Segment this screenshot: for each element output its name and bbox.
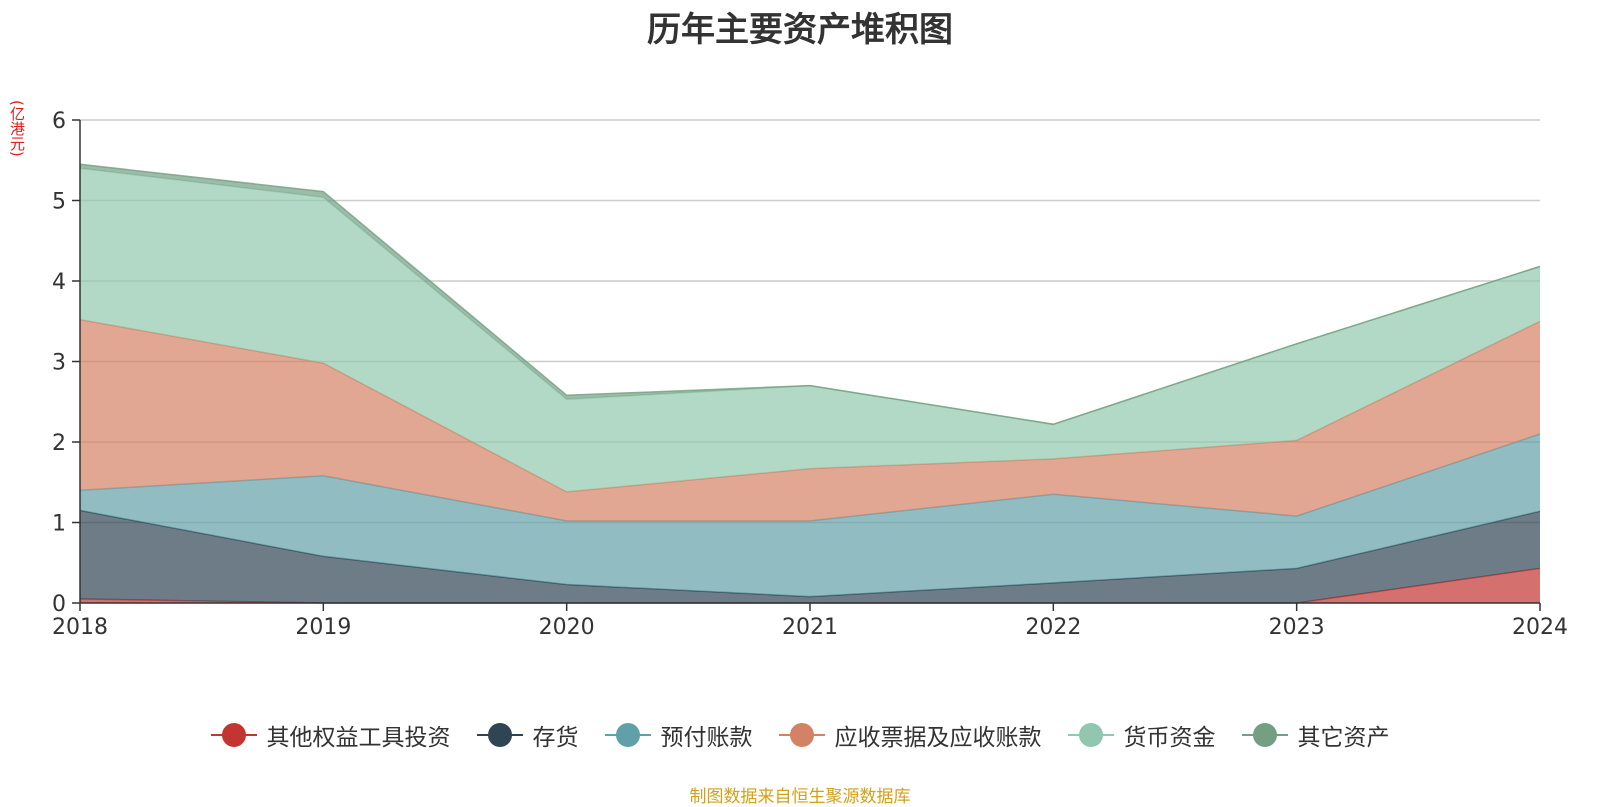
y-tick-label: 4 <box>52 270 66 295</box>
x-tick-label: 2021 <box>782 615 838 640</box>
y-tick-label: 5 <box>52 190 66 215</box>
x-tick-label: 2024 <box>1512 615 1568 640</box>
legend-label: 应收票据及应收账款 <box>834 725 1042 751</box>
legend-marker-dot <box>221 723 246 747</box>
x-tick-label: 2019 <box>295 615 351 640</box>
legend-marker-icon <box>604 723 651 747</box>
legend-label: 其他权益工具投资 <box>266 725 451 751</box>
x-tick-label: 2022 <box>1025 615 1081 640</box>
x-tick-label: 2020 <box>539 615 595 640</box>
legend-marker-icon <box>1067 723 1114 747</box>
y-tick-label: 6 <box>52 109 66 134</box>
area-series-2 <box>80 434 1540 597</box>
legend-marker-icon <box>778 723 825 747</box>
legend-label: 存货 <box>532 725 579 751</box>
legend-item[interactable]: 预付账款 <box>604 718 753 752</box>
legend-label: 货币资金 <box>1123 725 1216 751</box>
stacked-area-chart: 0 1 2 3 4 5 6 2018 2019 2020 2021 2022 2023 2024 <box>52 109 1568 640</box>
legend-marker-dot <box>789 723 814 747</box>
legend-label: 预付账款 <box>660 725 753 751</box>
legend-marker-dot <box>1252 723 1277 747</box>
legend: 其他权益工具投资 存货 预付账款 应收票据及应收账款 货币资金 其它资产 <box>0 718 1600 752</box>
chart-title: 历年主要资产堆积图 <box>647 10 953 50</box>
legend-item[interactable]: 存货 <box>476 718 579 752</box>
area-series-1 <box>80 510 1540 603</box>
area-series-3 <box>80 319 1540 521</box>
legend-item[interactable]: 货币资金 <box>1067 718 1216 752</box>
y-tick-label: 1 <box>52 512 66 537</box>
legend-item[interactable]: 其它资产 <box>1241 718 1390 752</box>
y-tick-label: 2 <box>52 431 66 456</box>
legend-marker-dot <box>615 723 640 747</box>
axes: 0 1 2 3 4 5 6 2018 2019 2020 2021 2022 2023 2024 <box>52 109 1568 640</box>
legend-marker-dot <box>1078 723 1103 747</box>
legend-item[interactable]: 其他权益工具投资 <box>210 718 451 752</box>
legend-marker-icon <box>210 723 257 747</box>
source-note: 制图数据来自恒生聚源数据库 <box>689 787 911 807</box>
legend-marker-icon <box>476 723 523 747</box>
x-tick-label: 2023 <box>1269 615 1325 640</box>
legend-label: 其它资产 <box>1297 725 1390 751</box>
area-series-4 <box>80 168 1540 492</box>
area-series <box>79 163 1541 604</box>
legend-item[interactable]: 应收票据及应收账款 <box>778 718 1042 752</box>
x-tick-label: 2018 <box>52 615 108 640</box>
y-tick-label: 3 <box>52 351 66 376</box>
area-series-line-5 <box>79 163 1541 426</box>
y-tick-label: 0 <box>52 592 66 617</box>
area-series-0 <box>80 568 1540 603</box>
legend-marker-dot <box>487 723 512 747</box>
legend-marker-icon <box>1241 723 1288 747</box>
y-axis-unit-label: (亿港元) <box>8 100 26 157</box>
